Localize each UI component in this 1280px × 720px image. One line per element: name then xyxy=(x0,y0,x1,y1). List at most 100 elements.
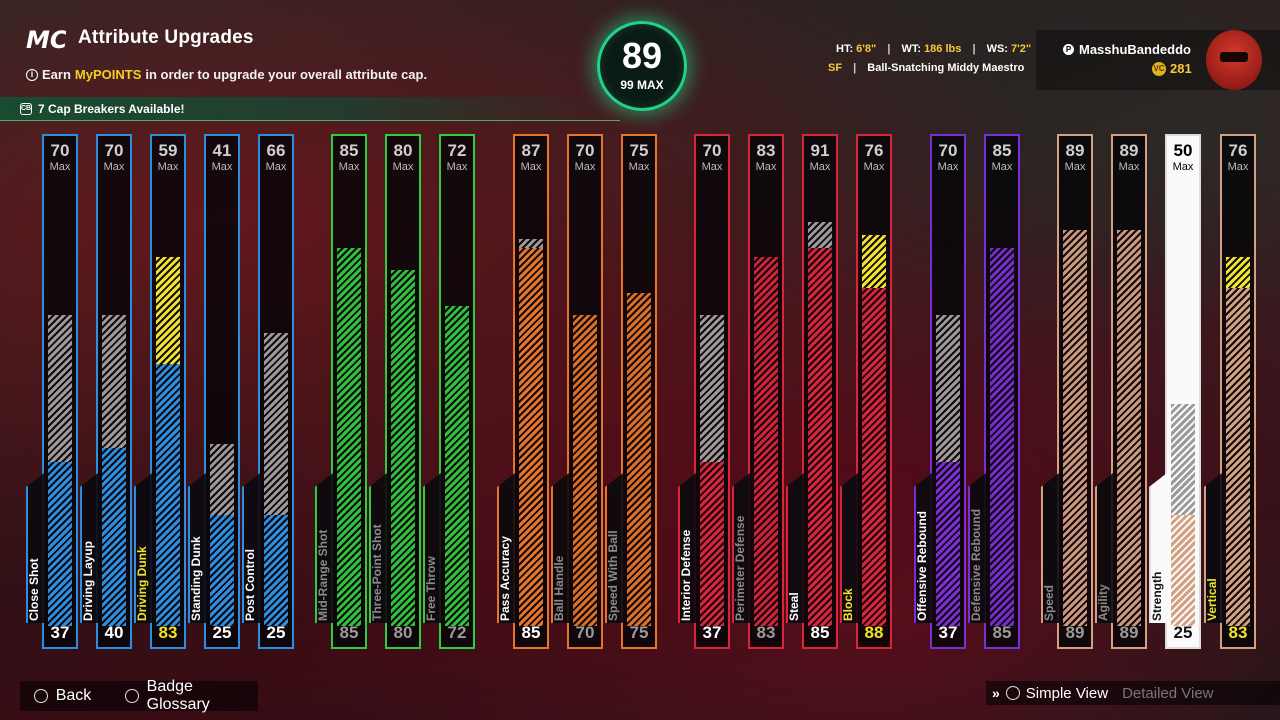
cap-breaker-icon: CB xyxy=(20,102,32,115)
current-fill xyxy=(990,248,1014,626)
label-tab xyxy=(26,473,44,623)
archetype-value: Ball-Snatching Middy Maestro xyxy=(867,62,1025,74)
back-button[interactable]: Back xyxy=(55,687,92,704)
height-value: 6'8" xyxy=(856,43,877,55)
cap-value: 70 xyxy=(575,141,595,160)
attribute-name: Interior Defense xyxy=(679,529,693,621)
current-value: 25 xyxy=(266,623,286,642)
attribute-bar-block[interactable]: 76 Max Block 88 xyxy=(840,134,892,649)
attribute-bar-steal[interactable]: 91 Max Steal 85 xyxy=(786,134,838,649)
cap-value: 91 xyxy=(810,141,830,160)
attribute-bar-agility[interactable]: 89 Max Agility 89 xyxy=(1095,134,1147,649)
attribute-track xyxy=(990,186,1014,626)
attribute-bar-free-throw[interactable]: 72 Max Free Throw 72 xyxy=(423,134,475,649)
cap-value: 41 xyxy=(212,141,232,160)
upgradeable-range xyxy=(936,314,960,462)
attribute-bar-perimeter-defense[interactable]: 83 Max Perimeter Defense 83 xyxy=(732,134,784,649)
current-value: 89 xyxy=(1119,623,1139,642)
attribute-bar-strength[interactable]: 50 Max Strength 25 xyxy=(1149,134,1201,649)
triangle-button-icon xyxy=(1005,686,1020,700)
cap-value: 75 xyxy=(629,141,649,160)
attribute-name: Speed xyxy=(1042,584,1056,621)
attribute-bar-close-shot[interactable]: 70 Max Close Shot 37 xyxy=(26,134,78,649)
attribute-bar-speed-with-ball[interactable]: 75 Max Speed With Ball 75 xyxy=(605,134,657,649)
cap-breakers-banner: CB 7 Cap Breakers Available! xyxy=(0,97,620,121)
attribute-bar-standing-dunk[interactable]: 41 Max Standing Dunk 25 xyxy=(188,134,240,649)
current-value: 83 xyxy=(756,623,776,642)
attribute-bar-interior-defense[interactable]: 70 Max Interior Defense 37 xyxy=(678,134,730,649)
cap-value: 50 xyxy=(1173,141,1193,160)
simple-view-button[interactable]: Simple View xyxy=(1025,684,1109,702)
player-name: MasshuBandeddo xyxy=(1079,42,1191,57)
current-fill xyxy=(102,448,126,626)
attribute-bar-three-point-shot[interactable]: 80 Max Three-Point Shot 80 xyxy=(369,134,421,649)
current-fill xyxy=(210,514,234,626)
current-fill xyxy=(1171,514,1195,626)
current-fill xyxy=(862,288,886,626)
attribute-bar-driving-layup[interactable]: 70 Max Driving Layup 40 xyxy=(80,134,132,649)
attribute-track xyxy=(1226,186,1250,626)
attribute-bar-defensive-rebound[interactable]: 85 Max Defensive Rebound 85 xyxy=(968,134,1020,649)
cap-max-label: Max xyxy=(574,161,596,173)
attribute-track xyxy=(102,186,126,626)
label-tab xyxy=(1204,473,1222,623)
subtitle-prefix: Earn xyxy=(42,67,71,82)
current-fill xyxy=(48,461,72,626)
label-tab xyxy=(188,473,206,623)
attribute-bar-pass-accuracy[interactable]: 87 Max Pass Accuracy 85 xyxy=(497,134,549,649)
upgradeable-range xyxy=(700,314,724,462)
label-tab xyxy=(1041,473,1059,623)
attribute-bar-ball-handle[interactable]: 70 Max Ball Handle 70 xyxy=(551,134,603,649)
cap-max-label: Max xyxy=(991,161,1013,173)
badge-glossary-button[interactable]: Badge Glossary xyxy=(146,678,210,713)
label-tab xyxy=(786,473,804,623)
height-label: HT: xyxy=(836,43,854,55)
attribute-name: Close Shot xyxy=(27,558,41,621)
upgradeable-range xyxy=(264,332,288,515)
label-tab xyxy=(497,473,515,623)
overall-max: 99 MAX xyxy=(620,78,664,92)
attribute-bar-vertical[interactable]: 76 Max Vertical 83 xyxy=(1204,134,1256,649)
cap-value: 80 xyxy=(393,141,413,160)
mycareer-logo: MC xyxy=(26,26,68,54)
current-fill xyxy=(1117,230,1141,626)
badge-boost-range xyxy=(1226,257,1250,289)
attribute-bar-post-control[interactable]: 66 Max Post Control 25 xyxy=(242,134,294,649)
overall-value: 89 xyxy=(621,35,663,76)
attribute-bar-offensive-rebound[interactable]: 70 Max Offensive Rebound 37 xyxy=(914,134,966,649)
attribute-bar-driving-dunk[interactable]: 59 Max Driving Dunk 83 xyxy=(134,134,186,649)
cap-max-label: Max xyxy=(49,161,71,173)
attribute-track xyxy=(936,186,960,626)
cap-max-label: Max xyxy=(520,161,542,173)
current-value: 89 xyxy=(1065,623,1085,642)
cap-max-label: Max xyxy=(937,161,959,173)
playstation-icon: P xyxy=(1063,44,1074,55)
attribute-name: Standing Dunk xyxy=(189,536,203,621)
attribute-bar-speed[interactable]: 89 Max Speed 89 xyxy=(1041,134,1093,649)
cap-max-label: Max xyxy=(265,161,287,173)
current-value: 83 xyxy=(158,623,178,642)
cap-max-label: Max xyxy=(446,161,468,173)
label-tab xyxy=(678,473,696,623)
label-tab xyxy=(605,473,623,623)
player-physicals: HT: 6'8" | WT: 186 lbs | WS: 7'2" SF | B… xyxy=(828,43,1032,74)
label-tab xyxy=(551,473,569,623)
cap-max-label: Max xyxy=(1118,161,1140,173)
attribute-track xyxy=(156,186,180,626)
current-fill xyxy=(936,461,960,626)
cap-value: 87 xyxy=(521,141,541,160)
detailed-view-button[interactable]: Detailed View xyxy=(1122,684,1214,702)
current-fill xyxy=(391,270,415,626)
svg-text:MC: MC xyxy=(26,26,66,52)
attribute-track xyxy=(1063,186,1087,626)
cap-value: 76 xyxy=(864,141,884,160)
cap-max-label: Max xyxy=(809,161,831,173)
attribute-track xyxy=(445,186,469,626)
attribute-track xyxy=(519,186,543,626)
attribute-name: Block xyxy=(841,588,855,621)
attribute-name: Speed With Ball xyxy=(606,530,620,621)
label-tab xyxy=(732,473,750,623)
cap-max-label: Max xyxy=(1064,161,1086,173)
current-value: 80 xyxy=(393,623,413,642)
attribute-bar-mid-range-shot[interactable]: 85 Max Mid-Range Shot 85 xyxy=(315,134,367,649)
